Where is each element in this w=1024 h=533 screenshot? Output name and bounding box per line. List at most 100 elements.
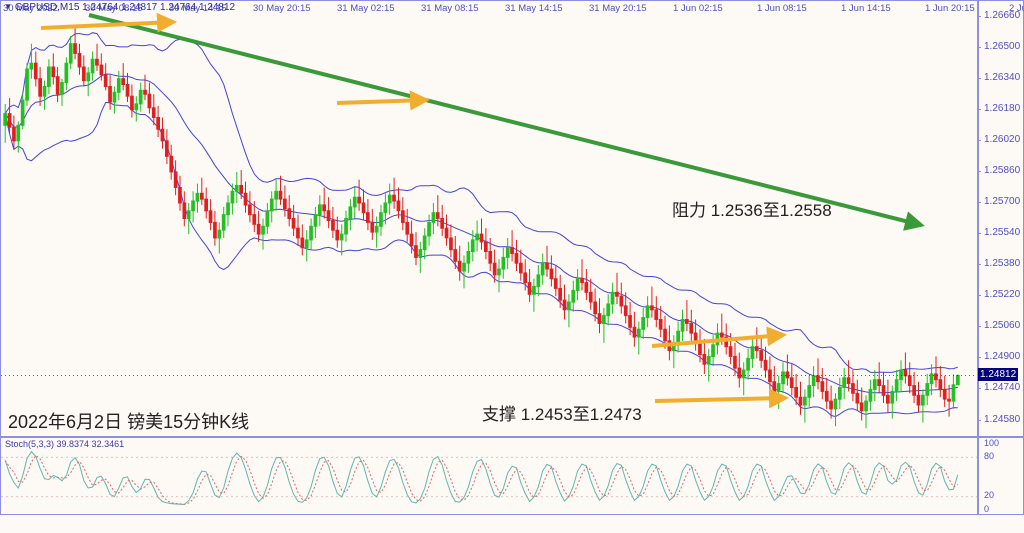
time-axis-label: 31 May 20:15 [589,3,647,14]
time-axis-label: 1 Jun 14:15 [841,3,891,14]
candle-body [239,185,244,194]
candle-body [130,95,134,111]
candle-body [304,239,309,249]
price-plot-area[interactable] [1,1,978,438]
candle-body [479,233,484,243]
candle-body [628,315,632,328]
candle-body [283,198,287,210]
candle-body [60,82,64,95]
candle-body [296,227,300,239]
candle-body [401,210,405,224]
stochastic-label: Stoch(5,3,3) 39.8374 32.3461 [5,439,125,449]
price-axis-label: 1.26020 [984,133,1021,145]
candle-body [842,377,846,388]
candle-body [217,229,222,239]
candle-body [112,91,117,103]
candle-body [929,373,934,385]
resistance-annotation: 阻力 1.2536至1.2558 [672,201,832,220]
candle-body [151,107,156,119]
candle-body [186,210,191,220]
orange-arrow-top[interactable] [40,12,177,33]
candle-body [737,367,742,379]
candle-body [536,274,541,288]
candle-body [234,185,239,192]
candle-body [615,291,619,297]
candle-body [427,221,431,237]
candle-body [274,190,278,200]
candle-body [261,225,265,235]
chevron-down-icon[interactable]: ▼ [4,2,12,11]
price-axis-label: 1.26340 [984,71,1021,83]
candle-body [584,282,589,293]
candle-body [912,385,916,396]
candle-body [33,62,38,80]
time-axis: 30 May 2022 30 May 08:15 30 May 14:15 30 Ma… [0,0,1024,18]
candle-body [951,384,956,402]
candle-body [711,344,715,357]
candle-body [497,268,501,276]
orange-arrow-mid[interactable] [336,90,430,111]
candle-body [73,43,77,54]
candle-body [728,346,733,357]
candle-body [881,385,886,396]
candle-body [803,396,807,406]
candle-body [903,369,908,377]
candle-body [160,128,165,142]
candle-body [899,369,903,381]
price-axis-tick [977,15,981,17]
candle-body [366,212,370,223]
time-axis-label: 1 Jun 02:15 [673,3,723,14]
time-axis-label: 1 Jun 08:15 [757,3,807,14]
price-chart-pane[interactable] [0,0,1024,437]
candle-body [907,375,912,386]
candle-body [942,388,947,400]
candle-body [645,305,650,319]
candle-body [549,268,554,280]
bollinger-upper-band [4,32,958,374]
downtrend-line[interactable] [88,13,925,231]
candle-body [956,375,960,386]
stochastic-indicator-pane[interactable]: Stoch(5,3,3) 39.8374 32.3461 [0,437,1024,515]
candle-body [597,313,602,324]
candle-body [405,221,410,235]
candle-body [361,202,366,214]
candle-body [344,218,348,235]
candle-body [77,52,82,68]
candle-body [383,202,388,214]
candle-body [309,225,313,241]
price-axis-tick [977,233,981,235]
candle-body [134,103,139,111]
stochastic-axis-label: 20 [984,490,995,501]
candle-body [733,355,737,369]
candle-body [610,291,615,305]
price-axis-label: 1.25860 [984,164,1021,176]
candle-body [685,319,689,324]
candle-body [637,328,641,338]
candle-body [204,198,209,212]
price-axis-label: 1.26500 [984,40,1021,52]
time-axis-label: 31 May 02:15 [337,3,395,14]
candle-body [108,86,112,103]
candle-body [510,247,514,254]
candle-body [505,247,510,258]
candle-body [300,237,305,249]
candle-body [230,190,235,204]
candle-body [313,214,318,227]
orange-arrow-support-lower[interactable] [654,388,789,409]
orange-arrow-support-upper[interactable] [651,326,787,348]
candle-body [820,381,825,392]
candle-body [352,196,357,208]
candle-body [409,233,414,247]
stochastic-plot-area[interactable] [1,438,978,516]
candle-body [147,93,152,109]
candle-body [658,319,663,330]
candle-body [256,223,261,235]
candle-body [7,113,12,128]
candle-body [370,221,375,233]
candle-body [759,350,763,361]
stochastic-axis-label: 80 [984,450,995,461]
candle-body [575,278,580,291]
candle-body [523,272,527,284]
candle-body [318,204,322,216]
candle-body [82,66,86,82]
